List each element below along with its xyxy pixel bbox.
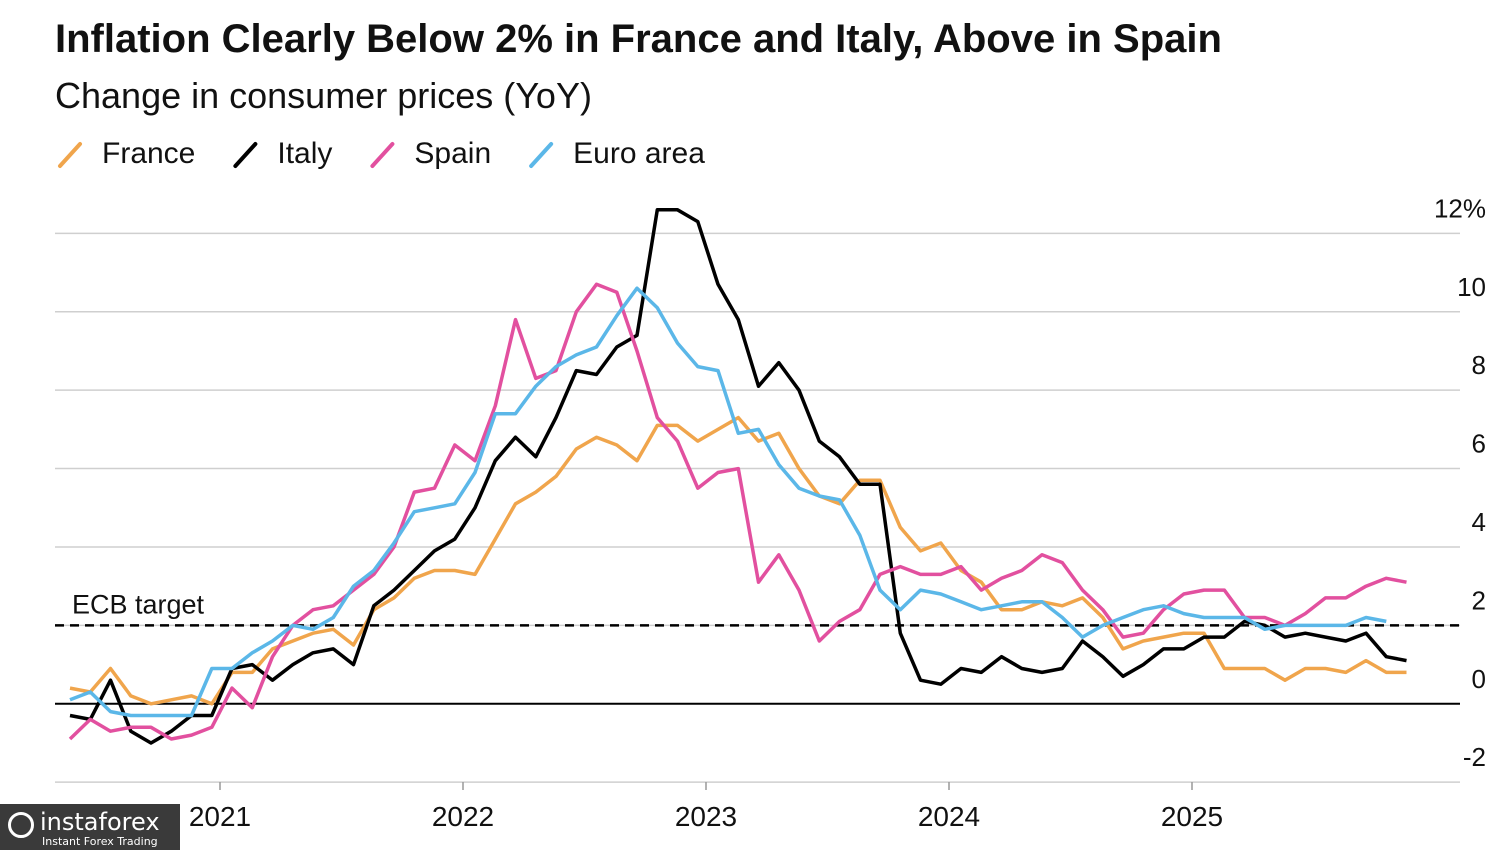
y-tick-label: 10	[1457, 272, 1486, 302]
y-tick-label: 2	[1472, 585, 1486, 615]
x-tick-label: 2021	[189, 801, 251, 832]
series-line	[69, 286, 1387, 718]
x-tick-label: 2024	[918, 801, 980, 832]
series-line	[68, 282, 1407, 741]
x-tick-label: 2025	[1161, 801, 1223, 832]
y-tick-label: 8	[1472, 350, 1486, 380]
y-tick-label: 4	[1472, 507, 1486, 537]
legend-label: Italy	[277, 137, 332, 170]
y-tick-label: 12%	[1434, 193, 1486, 223]
x-tick-label: 2023	[675, 801, 737, 832]
watermark-logo	[8, 812, 34, 838]
y-tick-label: 6	[1472, 429, 1486, 459]
watermark-tagline: Instant Forex Trading	[42, 835, 158, 848]
reference-label: ECB target	[72, 589, 205, 619]
legend-label: Spain	[414, 137, 491, 170]
chart-title: Inflation Clearly Below 2% in France and…	[55, 17, 1222, 61]
y-tick-label: -2	[1463, 742, 1486, 772]
legend-swatch	[58, 142, 82, 168]
legend-swatch	[233, 142, 258, 168]
legend-label: Euro area	[573, 137, 705, 170]
legend-swatch	[529, 142, 554, 168]
series-line	[69, 208, 1407, 745]
watermark-name: instaforex	[40, 808, 160, 836]
chart-subtitle: Change in consumer prices (YoY)	[55, 75, 592, 116]
legend-swatch	[370, 142, 395, 168]
y-tick-label: 0	[1472, 664, 1486, 694]
x-tick-label: 2022	[432, 801, 494, 832]
watermark: instaforex Instant Forex Trading	[0, 804, 180, 850]
legend-label: France	[102, 137, 195, 170]
series-line	[69, 415, 1407, 706]
